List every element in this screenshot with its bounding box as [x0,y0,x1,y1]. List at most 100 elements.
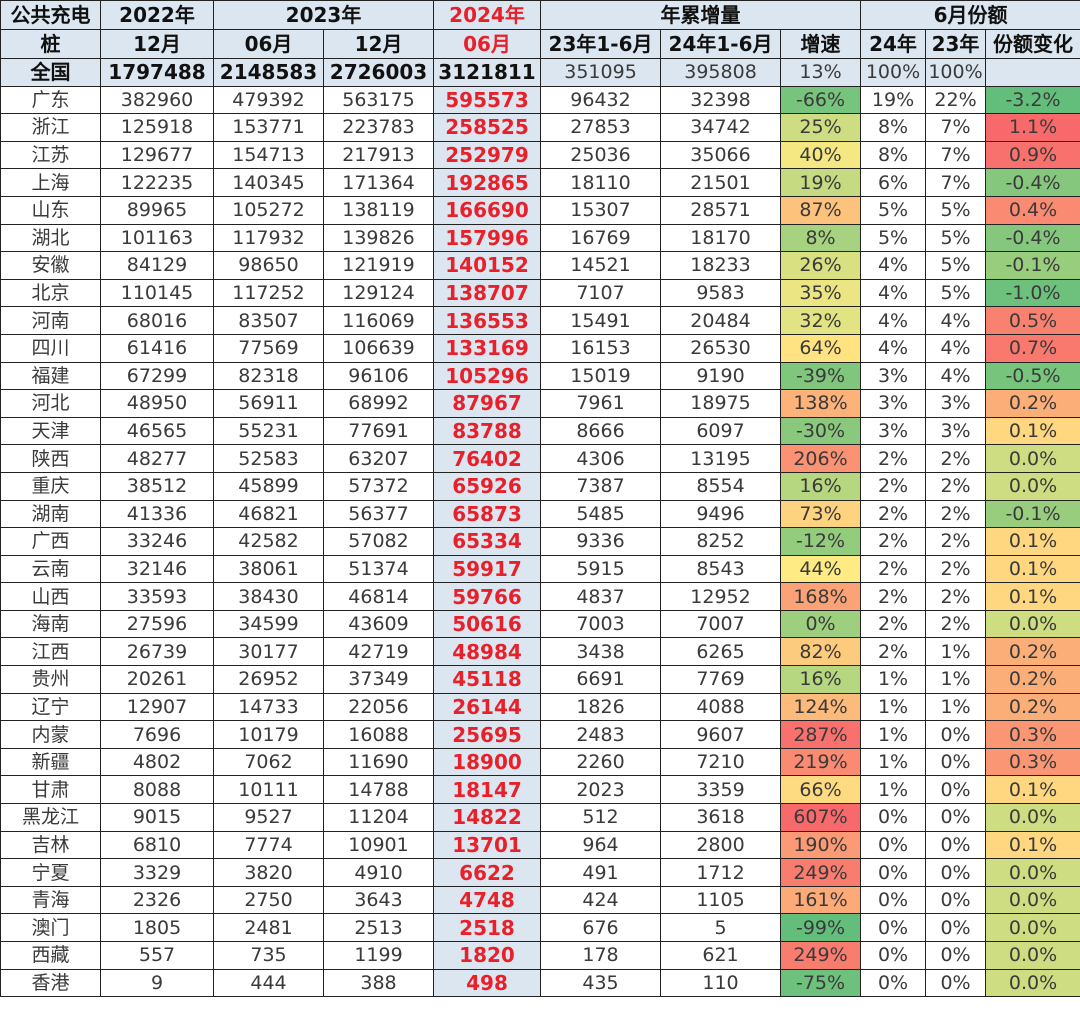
cell-dec-2022: 8088 [100,775,214,805]
cell-jun-2023: 46821 [213,499,324,529]
cell-share-23: 2% [925,527,987,556]
cell-dec-2023: 129124 [322,278,435,308]
table-row: 陕西 48277 52583 63207 76402 4306 13195 206% 2% 2% 0… [0,444,1080,473]
cell-share-change: 0.2% [985,692,1080,722]
cell-dec-2023: 106639 [322,333,435,363]
cell-growth: 25% [780,113,862,142]
cell-share-change: 0.5% [985,306,1080,335]
cell-cum-23: 15019 [540,361,662,391]
cell-growth: 168% [780,582,862,611]
header-row-2: 桩 12月 06月 12月 06月 23年1-6月 24年1-6月 增速 24年… [0,29,1080,59]
table-row: 贵州 20261 26952 37349 45118 6691 7769 16% 1% 1% 0.2… [0,665,1080,694]
cell-share-24: 1% [860,665,927,694]
table-row: 江苏 129677 154713 217913 252979 25036 35066 40% 8… [0,140,1080,170]
cell-cum-23: 351095 [540,58,662,87]
header-cum23: 23年1-6月 [540,29,662,59]
cell-share-23: 5% [925,223,987,253]
cell-share-23: 2% [925,471,987,501]
cell-growth: 138% [780,389,862,418]
cell-jun-2024: 59766 [433,582,542,611]
cell-region: 澳门 [0,913,101,942]
cell-region: 宁夏 [0,858,101,887]
cell-dec-2023: 57372 [322,471,435,501]
cell-dec-2022: 68016 [100,306,214,335]
cell-growth: 16% [780,665,862,694]
cell-share-24: 2% [860,609,927,639]
cell-region: 辽宁 [0,692,101,722]
table-row: 河南 68016 83507 116069 136553 15491 20484 32% 4% 4… [0,306,1080,335]
cell-cum-24: 9496 [660,499,782,529]
cell-share-23: 1% [925,692,987,722]
charging-pile-table: 公共充电 2022年 2023年 2024年 年累增量 6月份额 桩 12月 0… [0,0,1080,998]
cell-growth: -99% [780,913,862,942]
cell-jun-2024: 157996 [433,223,542,253]
cell-cum-23: 8666 [540,416,662,446]
cell-cum-23: 14521 [540,251,662,280]
cell-share-23: 0% [925,913,987,942]
cell-share-23: 0% [925,941,987,970]
cell-growth: 32% [780,306,862,335]
cell-dec-2023: 51374 [322,554,435,584]
table-row: 湖北 101163 117932 139826 157996 16769 18170 8% 5%… [0,223,1080,253]
cell-cum-24: 9190 [660,361,782,391]
table-row: 江西 26739 30177 42719 48984 3438 6265 82% 2% 1% 0.2… [0,637,1080,667]
cell-cum-24: 20484 [660,306,782,335]
table-row: 辽宁 12907 14733 22056 26144 1826 4088 124% 1% 1% 0.… [0,692,1080,722]
cell-growth: 40% [780,140,862,170]
cell-cum-23: 5485 [540,499,662,529]
cell-region: 重庆 [0,471,101,501]
cell-jun-2023: 2148583 [213,58,324,87]
cell-region: 江苏 [0,140,101,170]
cell-share-change: -3.2% [985,85,1080,115]
cell-growth: -12% [780,527,862,556]
cell-dec-2023: 16088 [322,720,435,749]
cell-cum-24: 6265 [660,637,782,667]
cell-growth: 19% [780,168,862,197]
table-row: 重庆 38512 45899 57372 65926 7387 8554 16% 2% 2% 0.0… [0,471,1080,501]
cell-cum-24: 18233 [660,251,782,280]
cell-jun-2023: 10179 [213,720,324,749]
cell-dec-2022: 48950 [100,389,214,418]
table-row: 福建 67299 82318 96106 105296 15019 9190 -39% 3% 4%… [0,361,1080,391]
cell-dec-2022: 1797488 [100,58,214,87]
cell-cum-24: 18170 [660,223,782,253]
cell-share-23: 7% [925,113,987,142]
cell-jun-2023: 2750 [213,885,324,915]
cell-cum-24: 110 [660,968,782,998]
cell-dec-2023: 56377 [322,499,435,529]
cell-cum-23: 7387 [540,471,662,501]
cell-jun-2023: 7774 [213,830,324,860]
cell-dec-2022: 67299 [100,361,214,391]
cell-dec-2023: 4910 [322,858,435,887]
cell-region: 山东 [0,195,101,225]
cell-cum-24: 5 [660,913,782,942]
cell-jun-2024: 87967 [433,389,542,418]
cell-share-change: 0.0% [985,885,1080,915]
cell-share-23: 7% [925,168,987,197]
cell-jun-2024: 14822 [433,803,542,832]
table-row: 黑龙江 9015 9527 11204 14822 512 3618 607% 0% 0% 0.0% [0,803,1080,832]
cell-jun-2023: 2481 [213,913,324,942]
cell-share-23: 2% [925,444,987,473]
table-row: 宁夏 3329 3820 4910 6622 491 1712 249% 0% 0% 0.0% [0,858,1080,887]
cell-region: 四川 [0,333,101,363]
table-row: 广东 382960 479392 563175 595573 96432 32398 -66%… [0,85,1080,115]
cell-share-change: 0.0% [985,444,1080,473]
cell-dec-2022: 110145 [100,278,214,308]
header-2024-06: 06月 [433,29,542,59]
cell-growth: 8% [780,223,862,253]
cell-jun-2023: 14733 [213,692,324,722]
cell-jun-2023: 444 [213,968,324,998]
cell-jun-2024: 48984 [433,637,542,667]
cell-cum-23: 27853 [540,113,662,142]
cell-share-23: 1% [925,637,987,667]
cell-growth: -30% [780,416,862,446]
cell-share-23: 0% [925,830,987,860]
cell-jun-2024: 13701 [433,830,542,860]
cell-region: 天津 [0,416,101,446]
cell-cum-24: 13195 [660,444,782,473]
cell-jun-2023: 154713 [213,140,324,170]
cell-cum-24: 1712 [660,858,782,887]
cell-region: 云南 [0,554,101,584]
cell-share-change: 0.0% [985,913,1080,942]
